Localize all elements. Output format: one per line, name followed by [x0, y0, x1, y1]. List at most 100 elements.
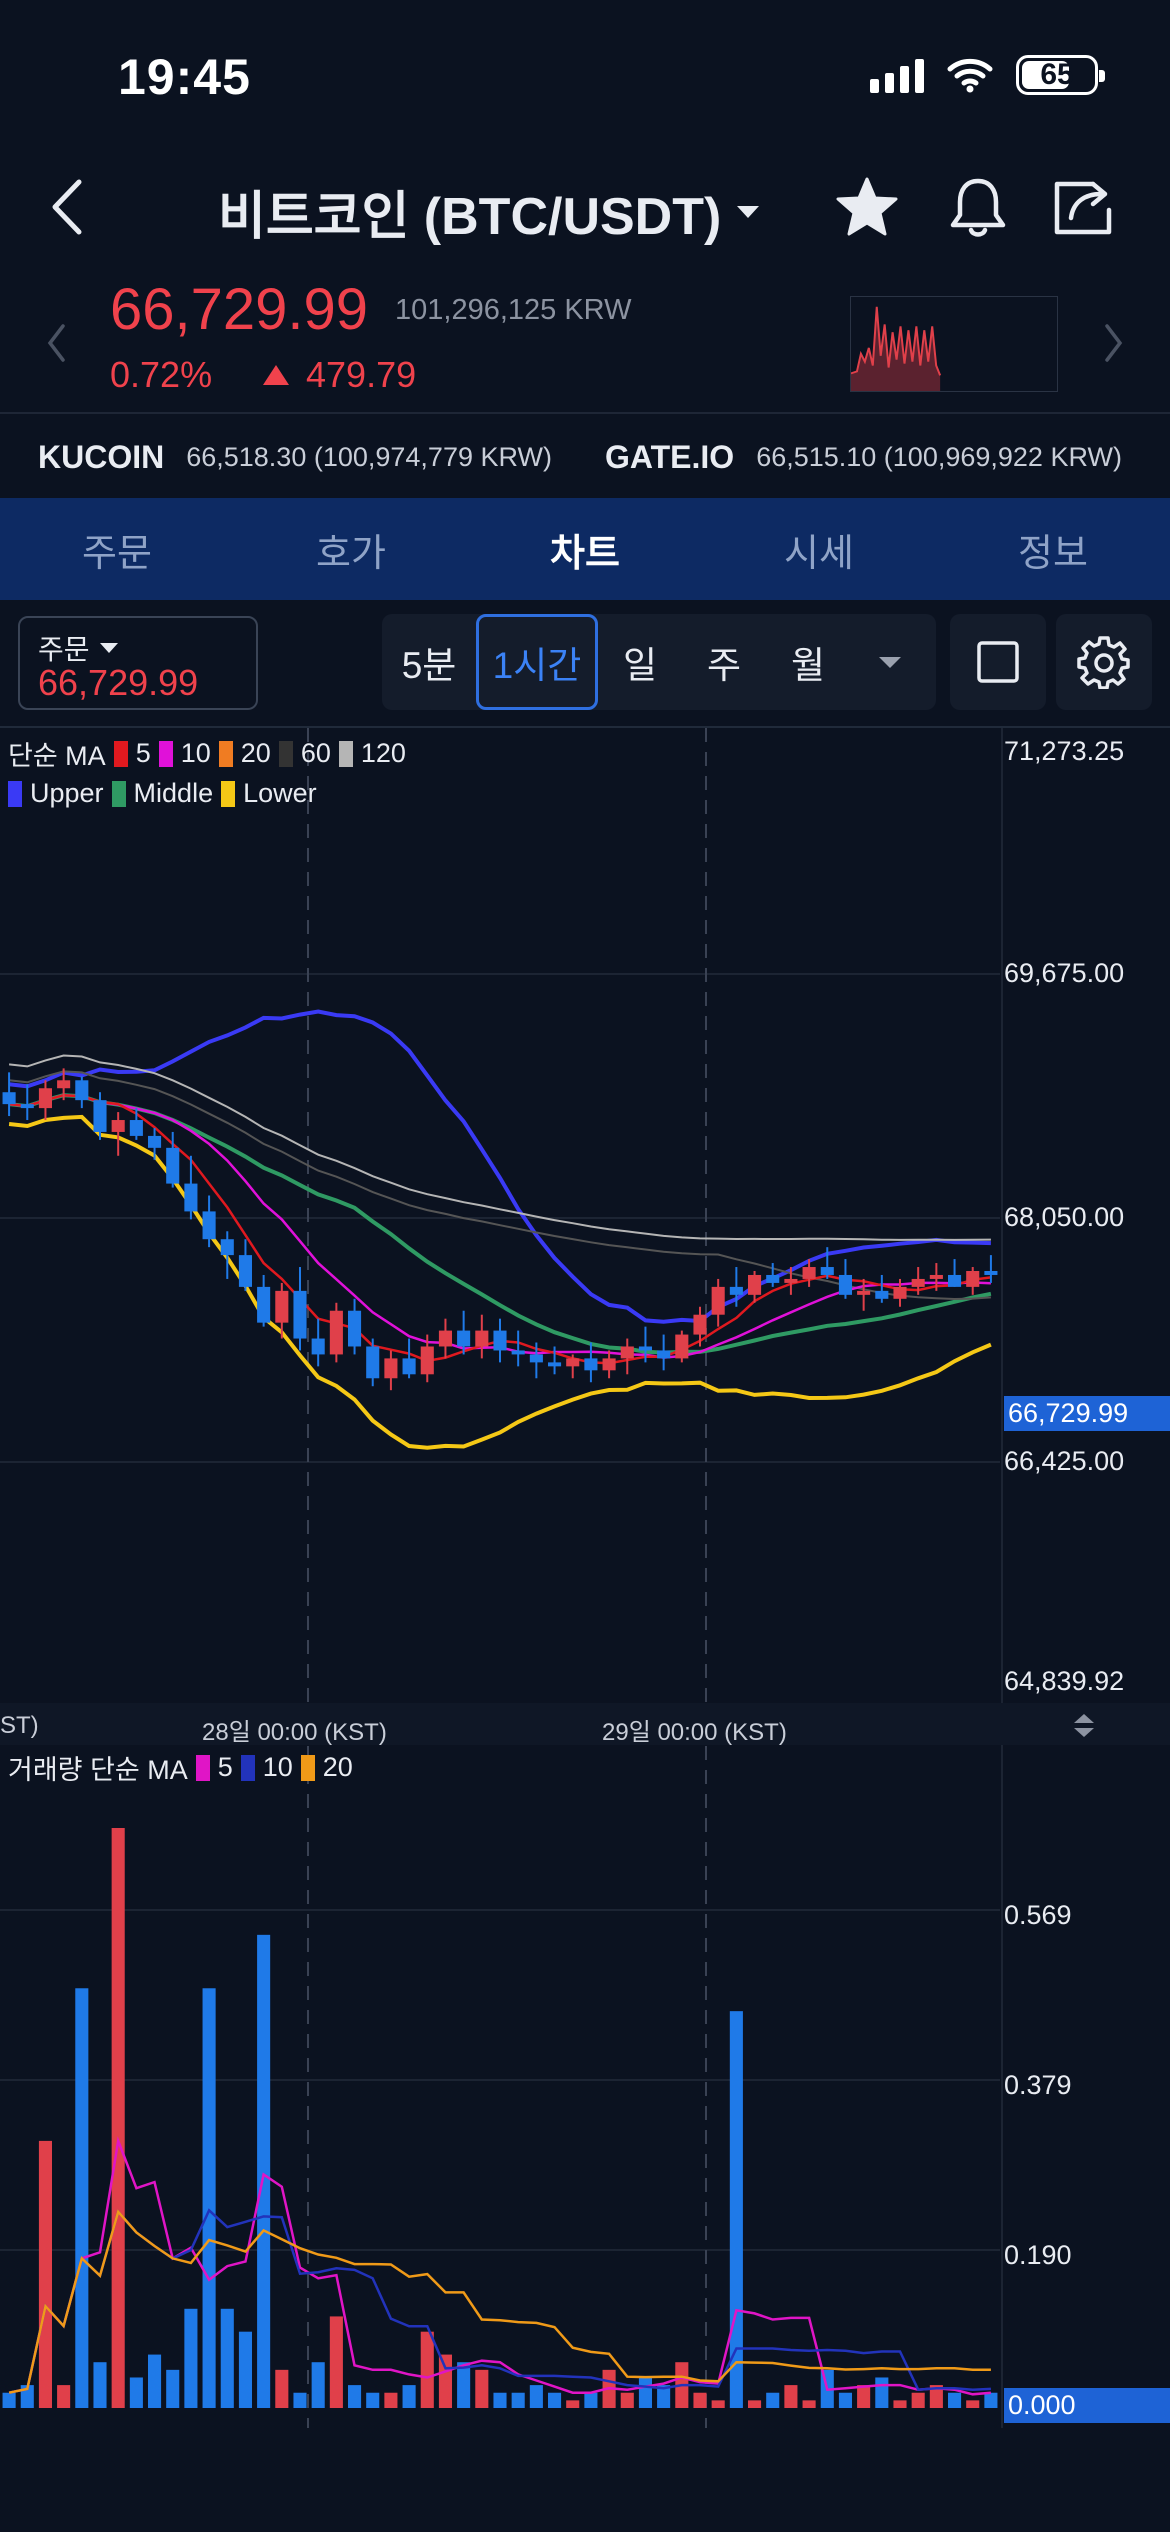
volume-bar: [857, 2385, 871, 2408]
price-axis-label: 64,839.92: [1004, 1666, 1125, 1696]
volume-bar: [529, 2385, 543, 2408]
candle-body: [384, 1358, 398, 1379]
volume-axis-label: 0.190: [1004, 2240, 1072, 2270]
resize-handle-icon[interactable]: [1072, 1712, 1096, 1740]
back-button[interactable]: [36, 172, 96, 242]
bb-legend: Upper Middle Lower: [8, 778, 317, 809]
volume-bar: [620, 2392, 634, 2408]
volume-bar: [111, 1828, 125, 2408]
volume-bar: [166, 2369, 180, 2408]
chevron-left-icon: [47, 324, 65, 362]
chevron-right-icon: [1105, 324, 1123, 362]
candle-body: [311, 1338, 325, 1355]
interval-5m[interactable]: 5분: [401, 645, 457, 686]
price-axis-label: 69,675.00: [1004, 958, 1125, 988]
volume-bar: [784, 2385, 798, 2408]
tab-info[interactable]: 정보: [1018, 532, 1088, 575]
tab-order[interactable]: 주문: [82, 532, 152, 575]
volume-bar: [893, 2400, 907, 2408]
ma5-swatch: [113, 740, 128, 767]
settings-button[interactable]: [1056, 614, 1152, 710]
upper-label: Upper: [30, 778, 104, 808]
interval-1h[interactable]: 1시간: [476, 614, 598, 710]
change-amount: 479.79: [306, 354, 417, 395]
layout-button[interactable]: [950, 614, 1046, 710]
share-button[interactable]: [1050, 172, 1120, 242]
market-selector[interactable]: 비트코인 (BTC/USDT): [218, 174, 761, 249]
mini-price-chart: [850, 296, 1058, 392]
volume-bar: [57, 2385, 71, 2408]
candle-body: [293, 1290, 307, 1339]
candle-body: [402, 1358, 416, 1375]
candle-body: [420, 1346, 434, 1375]
candle-body: [184, 1183, 198, 1212]
price-axis-label: 66,425.00: [1004, 1446, 1125, 1476]
volume-bar: [366, 2392, 380, 2408]
volume-bar: [838, 2392, 852, 2408]
volume-bar: [420, 2331, 434, 2408]
caret-down-icon: [99, 643, 118, 653]
candle-body: [693, 1314, 707, 1335]
candle-body: [438, 1330, 452, 1347]
main-tabs: 주문 호가 차트 시세 정보: [0, 498, 1170, 600]
order-price: 66,729.99: [38, 662, 199, 703]
interval-week[interactable]: 주: [706, 645, 742, 686]
vol-ma20-label: 20: [322, 1752, 353, 1782]
candle-body: [257, 1286, 271, 1323]
last-price: 66,729.99: [110, 277, 369, 342]
exchange-prices: KUCOIN 66,518.30 (100,974,779 KRW) GATE.…: [0, 432, 1170, 482]
volume-bar: [657, 2385, 671, 2408]
chart-area[interactable]: 단순 MA 5 10 20 60 120 Upper Middle Lower …: [0, 728, 1170, 2428]
change-amount-wrap: 479.79: [262, 354, 416, 396]
volume-bar: [238, 2331, 252, 2408]
volume-bar: [402, 2385, 416, 2408]
volume-bar: [711, 2400, 725, 2408]
prev-market-button[interactable]: [36, 318, 76, 368]
candle-body: [202, 1211, 216, 1240]
volume-bar: [766, 2392, 780, 2408]
interval-selector: 5분 1시간 일 주 월: [382, 614, 936, 710]
ma60-label: 60: [300, 738, 331, 768]
volume-bar: [75, 1988, 89, 2408]
volume-bar: [257, 1934, 271, 2408]
candle-body: [802, 1267, 816, 1279]
interval-more-button[interactable]: [850, 614, 930, 710]
candle-body: [148, 1135, 162, 1148]
favorite-button[interactable]: [832, 172, 902, 242]
interval-day[interactable]: 일: [622, 645, 658, 686]
exchange-gateio: GATE.IO 66,515.10 (100,969,922 KRW): [605, 439, 1122, 476]
interval-month[interactable]: 월: [790, 645, 826, 686]
candle-body: [675, 1334, 689, 1359]
volume-bar: [548, 2392, 562, 2408]
volume-bar: [184, 2308, 198, 2408]
order-label: 주문: [38, 634, 90, 665]
volume-legend-title: 거래량 단순 MA: [8, 1755, 188, 1785]
vol-ma5-swatch: [195, 1754, 210, 1781]
tab-chart[interactable]: 차트: [550, 532, 620, 575]
alert-button[interactable]: [943, 172, 1013, 242]
tab-orderbook[interactable]: 호가: [316, 532, 386, 575]
ma10-swatch: [158, 740, 173, 767]
middle-label: Middle: [133, 778, 214, 808]
candle-body: [511, 1350, 525, 1355]
status-bar: 19:45 65: [0, 0, 1170, 140]
volume-bar: [748, 2400, 762, 2408]
candle-body: [93, 1100, 107, 1132]
candle-body: [548, 1362, 562, 1367]
last-price-krw: 101,296,125 KRW: [395, 294, 632, 326]
order-label-wrap: 주문: [38, 628, 120, 668]
price-chart[interactable]: [0, 728, 1170, 2428]
tab-market[interactable]: 시세: [784, 532, 854, 575]
volume-zero-tag: 0.000: [1004, 2388, 1170, 2423]
ma120-label: 120: [360, 738, 406, 768]
candle-body: [948, 1274, 962, 1287]
candle-body: [493, 1330, 507, 1351]
page-title: 비트코인 (BTC/USDT): [218, 188, 722, 246]
candle-body: [875, 1290, 889, 1299]
order-price-box[interactable]: 주문 66,729.99: [18, 616, 258, 710]
next-market-button[interactable]: [1094, 318, 1134, 368]
candle-body: [111, 1120, 125, 1132]
volume-bar: [584, 2392, 598, 2408]
candle-body: [129, 1120, 143, 1136]
candle-body: [820, 1267, 834, 1275]
